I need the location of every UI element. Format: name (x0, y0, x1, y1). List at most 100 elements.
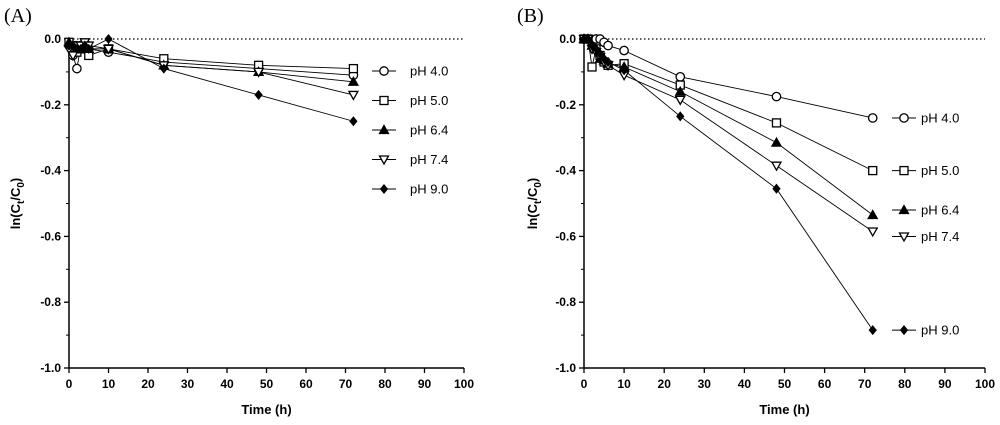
data-point (675, 71, 686, 82)
y-axis-title: ln(Ct/C0) (8, 178, 27, 230)
x-tick-label: 90 (938, 377, 952, 391)
data-point (603, 57, 613, 68)
legend-label: pH 7.4 (410, 152, 448, 167)
y-axis-title-ylabel_sub2: 0 (533, 182, 544, 188)
series-ph-6-4 (578, 33, 879, 220)
x-tick-label: 60 (818, 377, 832, 391)
data-point (104, 33, 113, 45)
x-tick-label: 50 (778, 377, 792, 391)
legend-marker (899, 325, 909, 336)
y-axis-title-ylabel_main: ln(C (525, 203, 540, 229)
x-tick-label: 20 (141, 377, 155, 391)
y-axis-title-ylabel_mid: /C (8, 187, 23, 201)
data-point (770, 136, 783, 147)
legend-label: pH 9.0 (921, 323, 959, 338)
x-tick-label: 40 (220, 377, 234, 391)
data-point (772, 183, 781, 194)
x-tick-label: 0 (581, 377, 588, 391)
x-tick-label: 0 (66, 377, 73, 391)
y-tick-label: -0.6 (40, 229, 61, 243)
data-point (72, 63, 82, 74)
data-point (603, 40, 613, 51)
data-point (595, 48, 605, 59)
legend-label: pH 7.4 (921, 229, 959, 244)
data-point (159, 63, 168, 74)
data-point (583, 33, 593, 45)
series-line (68, 41, 354, 96)
data-point (84, 43, 93, 54)
panel-label-a: (A) (4, 5, 32, 27)
legend-marker (378, 155, 390, 166)
series-ph-5-0 (579, 34, 878, 176)
y-tick-label: -0.4 (40, 164, 61, 178)
y-tick-label: -0.8 (40, 295, 61, 309)
x-tick-label: 90 (418, 377, 432, 391)
data-point (867, 227, 879, 238)
x-axis-title: Time (h) (241, 402, 291, 417)
data-point (867, 113, 878, 123)
legend-label: pH 6.4 (410, 123, 448, 138)
data-point (676, 111, 685, 122)
legend-label: pH 9.0 (410, 182, 448, 197)
y-axis-title-ylabel_sub1: t (533, 200, 544, 204)
x-tick-label: 80 (898, 377, 912, 391)
y-tick-label: -0.8 (555, 295, 576, 309)
data-point (347, 90, 360, 101)
y-tick-label: -0.6 (555, 229, 576, 243)
legend-entry: pH 9.0 (892, 323, 959, 338)
series-ph-9-0 (64, 33, 358, 127)
y-tick-label: 0.0 (44, 32, 61, 46)
series-line (584, 38, 873, 172)
y-tick-label: 0.0 (559, 32, 576, 46)
legend-marker (379, 95, 389, 106)
data-point (868, 325, 877, 336)
legend-entry: pH 7.4 (892, 229, 959, 244)
y-axis-title-ylabel_main: ln(C (8, 203, 23, 229)
x-tick-label: 20 (658, 377, 672, 391)
x-tick-label: 30 (698, 377, 712, 391)
chart-panel-b: (B) 0.0 -0.2 -0.4 -0.6 -0.8 -1.0 0 10 20 30 40 50 60 7… (517, 5, 995, 417)
series-ph-7-4 (63, 38, 360, 101)
x-tick-label: 40 (738, 377, 752, 391)
y-axis-title-ylabel_sub2: 0 (16, 182, 27, 188)
legend-marker (898, 204, 910, 215)
legend-entry: pH 4.0 (892, 110, 959, 125)
legend-marker (899, 165, 909, 176)
data-point (771, 118, 782, 128)
x-tick-label: 60 (299, 377, 313, 391)
data-point (619, 65, 629, 76)
legend-label: pH 4.0 (410, 64, 448, 79)
panel-label-b: (B) (517, 5, 544, 27)
legend-marker (379, 66, 389, 76)
data-point (867, 209, 879, 220)
x-tick-label: 30 (181, 377, 195, 391)
data-point (591, 43, 601, 54)
data-point (254, 89, 263, 100)
x-axis-title: Time (h) (759, 402, 809, 417)
legend-marker (899, 113, 909, 123)
y-tick-label: -0.2 (555, 98, 576, 112)
data-point (67, 51, 79, 62)
x-tick-label: 70 (339, 377, 353, 391)
legend-marker (898, 232, 910, 243)
x-tick-label: 80 (378, 377, 392, 391)
legend-label: pH 6.4 (921, 203, 959, 218)
series-line (584, 38, 874, 331)
series-ph-9-0 (579, 33, 877, 336)
data-point (770, 161, 783, 172)
chart-panel-a: (A) 0.0 -0.2 -0.4 -0.6 -0.8 -1.0 0 10 20 30 40 50 60 7… (4, 5, 474, 417)
data-point (347, 75, 360, 86)
data-point (252, 67, 265, 78)
x-tick-label: 70 (858, 377, 872, 391)
x-tick-label: 50 (260, 377, 274, 391)
legend-entry: pH 4.0 (372, 64, 448, 79)
data-point (102, 44, 115, 55)
data-point (674, 95, 686, 106)
legend-entry: pH 6.4 (372, 123, 448, 138)
x-tick-label: 10 (617, 377, 631, 391)
legend-label: pH 5.0 (410, 93, 448, 108)
y-tick-label: -0.2 (40, 98, 61, 112)
y-axis-title-ylabel_sub1: t (16, 200, 27, 204)
data-point (771, 91, 782, 102)
